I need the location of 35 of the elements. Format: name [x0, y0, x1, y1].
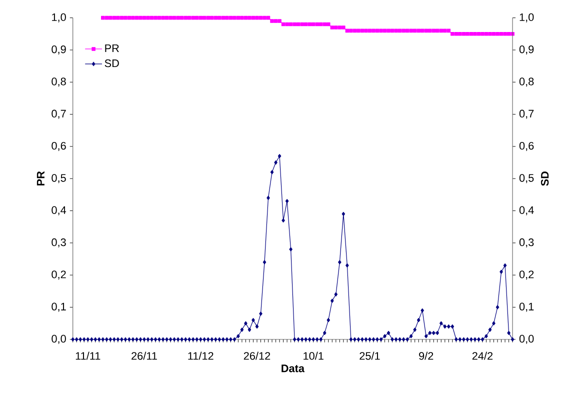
y2-tick-label: 0,0: [519, 334, 534, 344]
x-tick-label: 26/11: [132, 352, 157, 360]
y2-tick-label: 0,7: [519, 110, 534, 119]
y-tick-label: 0,7: [52, 110, 66, 119]
y-tick-label: 0,6: [52, 142, 66, 151]
y2-tick-label: 0,6: [519, 142, 534, 151]
x-tick-label: 9/2: [419, 352, 434, 360]
x-axis-title: Data: [282, 364, 305, 372]
legend-label: SD: [104, 59, 119, 68]
y-tick-label: 0,4: [52, 206, 66, 216]
x-tick-label: 11/11: [76, 352, 100, 360]
y2-tick-label: 0,5: [519, 174, 534, 184]
x-tick-label: 10/1: [304, 352, 324, 360]
y-tick-label: 0,1: [52, 302, 66, 312]
x-tick-label: 11/12: [188, 352, 214, 360]
y2-tick-label: 0,2: [519, 270, 534, 280]
y-axis-title: PR: [36, 171, 44, 186]
y2-tick-label: 0,4: [519, 206, 534, 216]
y-tick-label: 0,3: [52, 238, 66, 248]
y-tick-label: 0,2: [52, 270, 66, 280]
x-tick-label: 25/1: [360, 352, 380, 360]
y2-tick-label: 0,8: [519, 78, 534, 87]
legend-label: PR: [105, 44, 119, 52]
y-tick-label: 0,0: [52, 334, 66, 344]
y-tick-label: 1,0: [52, 13, 66, 22]
y2-tick-label: 0,9: [519, 45, 534, 54]
y2-tick-label: 1,0: [520, 13, 534, 22]
y-tick-label: 0,8: [52, 78, 66, 87]
y2-tick-label: 0,1: [519, 302, 534, 312]
y-tick-label: 0,5: [52, 174, 66, 184]
y2-tick-label: 0,3: [519, 238, 534, 248]
x-tick-label: 24/2: [472, 352, 493, 360]
y2-axis-title: SD: [540, 171, 549, 186]
x-tick-label: 26/12: [244, 352, 270, 360]
y-tick-label: 0,9: [52, 45, 66, 54]
